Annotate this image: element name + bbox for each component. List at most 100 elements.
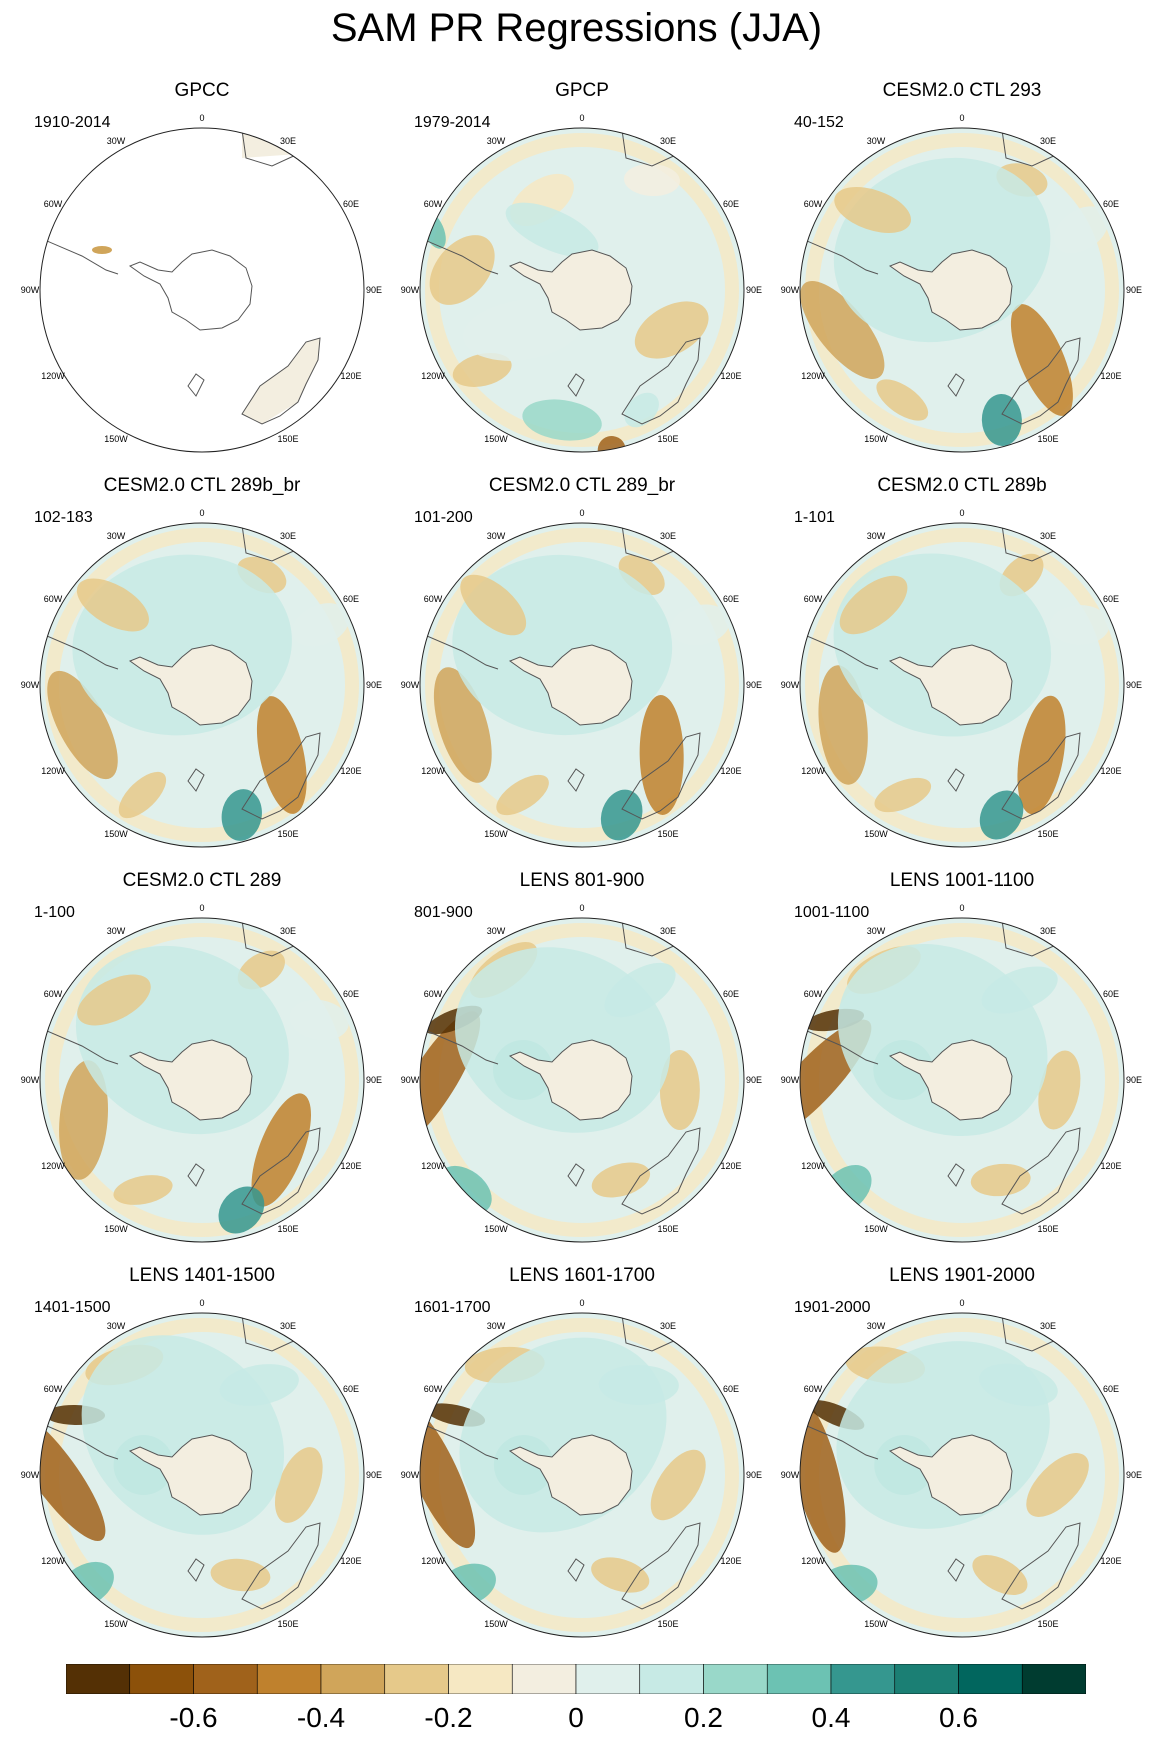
panel-period: 1001-1100 — [794, 904, 870, 921]
panel-period: 1910-2014 — [34, 114, 111, 131]
longitude-label: 30W — [487, 926, 506, 936]
colorbar-swatch — [894, 1664, 959, 1694]
longitude-label: 150W — [484, 1224, 508, 1234]
longitude-label: 30E — [1040, 136, 1056, 146]
map-panel: LENS 801-900801-900030E60E90E120E150E180… — [390, 850, 774, 1245]
polar-map: 030E60E90E120E150E180150W120W90W60W30W — [781, 508, 1142, 848]
longitude-label: 60W — [424, 1384, 443, 1394]
longitude-label: 60E — [1103, 989, 1119, 999]
colorbar-swatch — [639, 1664, 704, 1694]
longitude-label: 90E — [746, 1075, 762, 1085]
longitude-label: 30E — [1040, 531, 1056, 541]
field-layer — [40, 128, 364, 452]
colorbar-swatch — [129, 1664, 194, 1694]
colorbar-tick-label: 0 — [568, 1702, 584, 1733]
longitude-label: 120E — [720, 371, 741, 381]
colorbar-tick-label: 0.4 — [811, 1702, 851, 1733]
longitude-label: 30E — [280, 1321, 296, 1331]
map-border — [39, 1312, 365, 1638]
panel-period: 1401-1500 — [34, 1299, 111, 1316]
longitude-label: 150W — [864, 1224, 888, 1234]
longitude-label: 150W — [484, 829, 508, 839]
longitude-label: 30W — [487, 136, 506, 146]
longitude-label: 60W — [804, 199, 823, 209]
longitude-label: 60E — [343, 594, 359, 604]
map-border — [419, 127, 745, 453]
longitude-label: 30E — [660, 1321, 676, 1331]
longitude-label: 30W — [867, 926, 886, 936]
longitude-label: 120W — [421, 1556, 445, 1566]
longitude-label: 60W — [424, 989, 443, 999]
longitude-label: 90W — [401, 680, 420, 690]
longitude-label: 120W — [801, 1161, 825, 1171]
longitude-label: 60E — [1103, 199, 1119, 209]
longitude-label: 150E — [657, 1619, 678, 1629]
panel-title: LENS 1601-1700 — [509, 1265, 655, 1286]
colorbar-swatch — [766, 1664, 832, 1694]
longitude-label: 90W — [21, 1075, 40, 1085]
longitude-label: 120W — [801, 766, 825, 776]
longitude-label: 150W — [104, 1224, 128, 1234]
longitude-label: 150E — [657, 434, 678, 444]
panel-title: CESM2.0 CTL 289 — [122, 870, 282, 891]
colorbar-tick-label: 0.2 — [684, 1702, 723, 1733]
panel-title: CESM2.0 CTL 289_br — [488, 475, 676, 496]
colorbar — [66, 1664, 1086, 1694]
panel-title: CESM2.0 CTL 289b — [877, 475, 1047, 496]
longitude-label: 120E — [1100, 1161, 1121, 1171]
longitude-label: 150W — [104, 829, 128, 839]
longitude-label: 90E — [746, 285, 762, 295]
longitude-label: 120E — [1100, 766, 1121, 776]
panel-title: LENS 1901-2000 — [889, 1265, 1035, 1286]
field-layer — [420, 523, 744, 847]
longitude-label: 90W — [781, 1075, 800, 1085]
longitude-label: 30E — [280, 926, 296, 936]
longitude-label: 90E — [746, 1470, 762, 1480]
longitude-label: 90W — [401, 285, 420, 295]
longitude-label: 120E — [720, 766, 741, 776]
longitude-label: 0 — [199, 903, 204, 913]
longitude-label: 120W — [801, 371, 825, 381]
longitude-label: 60W — [44, 199, 63, 209]
longitude-label: 120E — [720, 1556, 741, 1566]
longitude-label: 0 — [959, 113, 964, 123]
longitude-label: 60W — [44, 989, 63, 999]
map-border — [799, 917, 1125, 1243]
colorbar-swatch — [830, 1664, 896, 1694]
polar-map: 030E60E90E120E150E180150W120W90W60W30W — [21, 113, 382, 453]
longitude-label: 150E — [277, 829, 298, 839]
longitude-label: 30W — [107, 136, 126, 146]
figure-title: SAM PR Regressions (JJA) — [330, 6, 823, 50]
map-panel: GPCC1910-2014030E60E90E120E150E180150W12… — [10, 60, 394, 455]
longitude-label: 0 — [579, 508, 584, 518]
map-panel: LENS 1901-2000 1901-2000 0 30E 60E 90E 120E 150… — [770, 1245, 1153, 1640]
longitude-label: 150E — [657, 1224, 678, 1234]
longitude-label: 90E — [1126, 1470, 1142, 1480]
colorbar-swatch — [320, 1664, 386, 1694]
map-border — [799, 522, 1125, 848]
panel-title: GPCP — [555, 80, 609, 101]
longitude-label: 30E — [660, 926, 676, 936]
colorbar-swatch — [384, 1664, 449, 1694]
longitude-label: 90W — [21, 1470, 40, 1480]
longitude-label: 90E — [366, 680, 382, 690]
map-border — [39, 917, 365, 1243]
longitude-label: 120W — [801, 1556, 825, 1566]
longitude-label: 0 — [579, 903, 584, 913]
longitude-label: 60E — [723, 989, 739, 999]
colorbar-tick-label: -0.6 — [169, 1702, 218, 1733]
longitude-label: 150E — [657, 829, 678, 839]
panel-period: 801-900 — [414, 904, 473, 921]
colorbar-swatch — [703, 1664, 768, 1694]
longitude-label: 120E — [340, 1556, 361, 1566]
longitude-label: 60E — [343, 989, 359, 999]
colorbar-tick-label: -0.4 — [296, 1702, 346, 1733]
map-panel: CESM2.0 CTL 289_br 101-200 0 30E 60E 90E 120E 1… — [390, 455, 774, 850]
field-layer — [800, 918, 1124, 1242]
longitude-label: 120W — [421, 1161, 445, 1171]
field-layer — [420, 918, 744, 1242]
longitude-label: 60W — [44, 594, 63, 604]
panel-period: 1601-1700 — [414, 1299, 491, 1316]
longitude-label: 120W — [41, 1161, 65, 1171]
longitude-label: 60W — [804, 1384, 823, 1394]
